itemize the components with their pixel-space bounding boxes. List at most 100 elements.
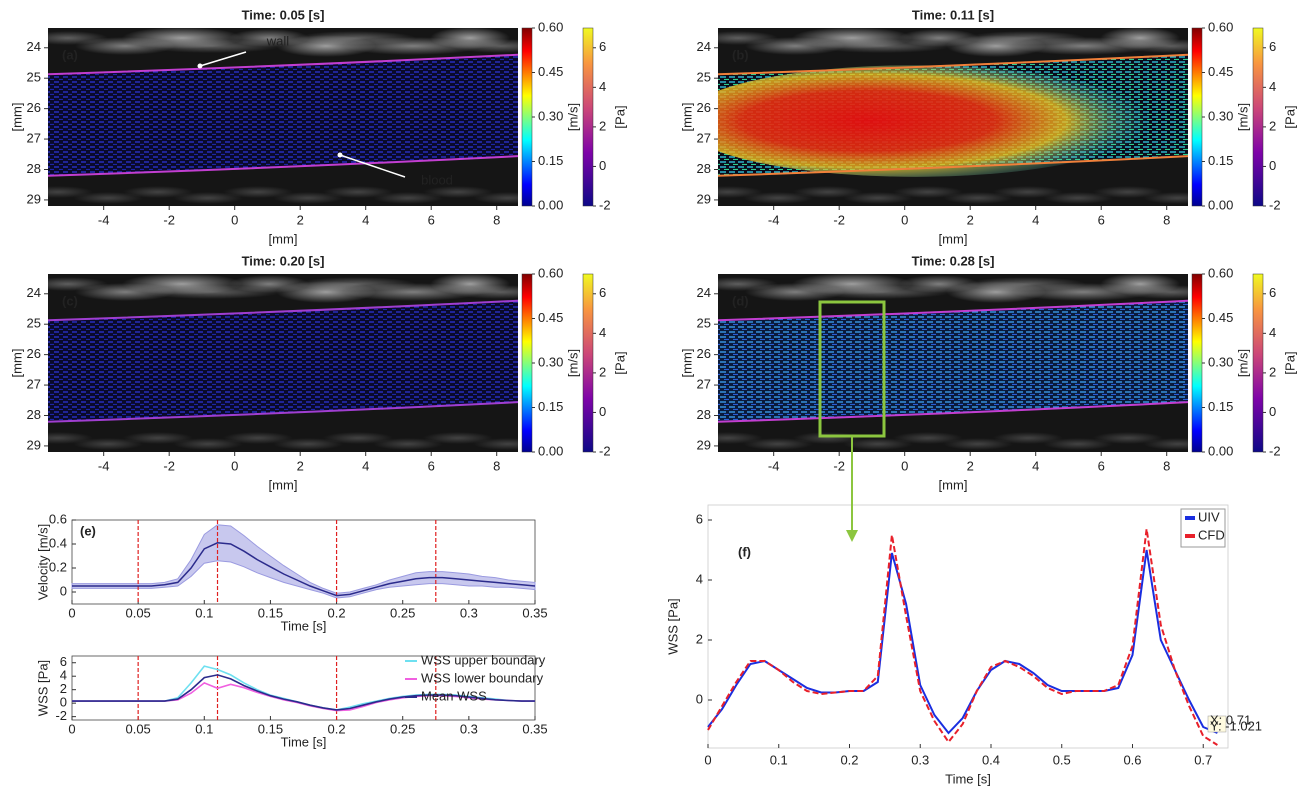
line [72,542,536,597]
y-axis-label: [mm] [9,103,24,132]
y-tick-label: 27 [27,130,41,145]
x-tick-label: 0.3 [460,721,478,736]
plot-area [71,655,536,721]
x-tick-label: 0.2 [328,721,346,736]
upper-boundary [718,299,1188,322]
x-tick-label: 6 [1098,212,1105,227]
x-tick-label: 4 [362,212,369,227]
y-axis-label: [mm] [679,103,694,132]
colorbar-tick-label: 2 [1269,118,1276,133]
colorbar-tick-label: -2 [1269,197,1281,212]
datatip-text: Y: -1.021 [1210,718,1262,733]
wall-echo [843,192,913,204]
panel-title: Time: 0.28 [s] [912,253,995,268]
panel-label: (c) [62,293,78,308]
y-tick-label: 26 [27,100,41,115]
colorbar-tick-label: 0.45 [538,64,563,79]
wall-echo [1143,438,1188,450]
wall-echo [743,438,813,450]
blood-region [48,300,518,422]
y-tick-label: 24 [697,39,711,54]
x-tick-label: 0 [68,605,75,620]
colorbar-label: [Pa] [612,351,627,374]
y-tick-label: 26 [27,346,41,361]
x-tick-label: 0.1 [195,721,213,736]
line [72,674,535,711]
y-tick-label: 28 [27,161,41,176]
y-tick-label: 29 [27,437,41,452]
colorbar-tick-label: 6 [599,285,606,300]
panel-label: (b) [732,47,749,62]
x-tick-label: 8 [1163,458,1170,473]
y-axis-label: WSS [Pa] [665,598,680,654]
wall-echo [793,186,863,198]
colorbar-tick-label: 4 [1269,79,1276,94]
y-tick-label: 0 [696,691,703,706]
x-tick-label: -4 [768,212,780,227]
wall-echo [273,192,343,204]
wall-echo [373,438,443,450]
upper-boundary [48,53,518,76]
colorbar [1191,273,1203,453]
x-tick-label: 0.15 [258,605,283,620]
y-axis-label: Velocity [m/s] [35,524,50,601]
line [707,528,1218,746]
wall-echo [1143,192,1188,204]
x-tick-label: 0.25 [390,605,415,620]
x-tick-label: 0.1 [770,752,788,767]
x-tick-label: 0.15 [258,721,283,736]
wall-echo [1043,438,1113,450]
x-tick-label: 2 [967,212,974,227]
y-tick-label: 26 [697,346,711,361]
colorbar-tick-label: 0 [599,404,606,419]
x-tick-label: -2 [163,458,175,473]
y-tick-label: 4 [696,571,703,586]
colorbar-tick-label: 0.00 [1208,197,1233,212]
colorbar-tick-label: 0.30 [1208,108,1233,123]
upper-boundary [718,53,1188,76]
colorbar [521,27,533,207]
panel-label: (d) [732,293,749,308]
colorbar-tick-label: 0.60 [1208,265,1233,280]
x-tick-label: 8 [493,458,500,473]
y-tick-label: 27 [697,376,711,391]
colorbar-tick-label: 0.15 [538,399,563,414]
x-tick-label: -4 [98,458,110,473]
colorbar-tick-label: 0.00 [1208,443,1233,458]
colorbar-tick-label: 0.15 [538,153,563,168]
colorbar-label: [m/s] [565,349,580,377]
lower-boundary [718,155,1188,177]
wall-echo [373,192,443,204]
panel-label: (e) [80,523,96,538]
x-axis-label: Time [s] [945,771,991,786]
colorbar-tick-label: 6 [1269,285,1276,300]
colorbar-tick-label: 0.60 [538,19,563,34]
x-tick-label: 6 [428,212,435,227]
std-band [71,524,536,599]
wall-echo [423,186,493,198]
y-tick-label: 0.6 [49,511,67,526]
colorbar-tick-label: -2 [1269,443,1281,458]
x-axis-label: [mm] [939,477,968,492]
panel-label: (f) [738,544,751,559]
colorbar-label: [Pa] [1282,351,1297,374]
wall-echo [993,432,1063,444]
wall-echo [993,186,1063,198]
panel-title: Time: 0.20 [s] [242,253,325,268]
y-axis-label: WSS [Pa] [35,660,50,716]
datatip-box [1207,715,1227,733]
lower-boundary [718,401,1188,423]
roi-arrow-head [846,530,858,542]
wall-echo [893,186,963,198]
wall-echo [1120,39,1188,53]
x-tick-label: 0.3 [460,605,478,620]
upper-boundary [48,299,518,322]
blood-region [718,300,1188,422]
colorbar-label: [m/s] [1235,103,1250,131]
annotation-arrow-head [337,152,343,158]
x-tick-label: 0.05 [125,605,150,620]
x-tick-label: 0.05 [125,721,150,736]
x-tick-label: -2 [833,212,845,227]
y-tick-label: -2 [55,708,67,723]
wall-echo [473,438,518,450]
